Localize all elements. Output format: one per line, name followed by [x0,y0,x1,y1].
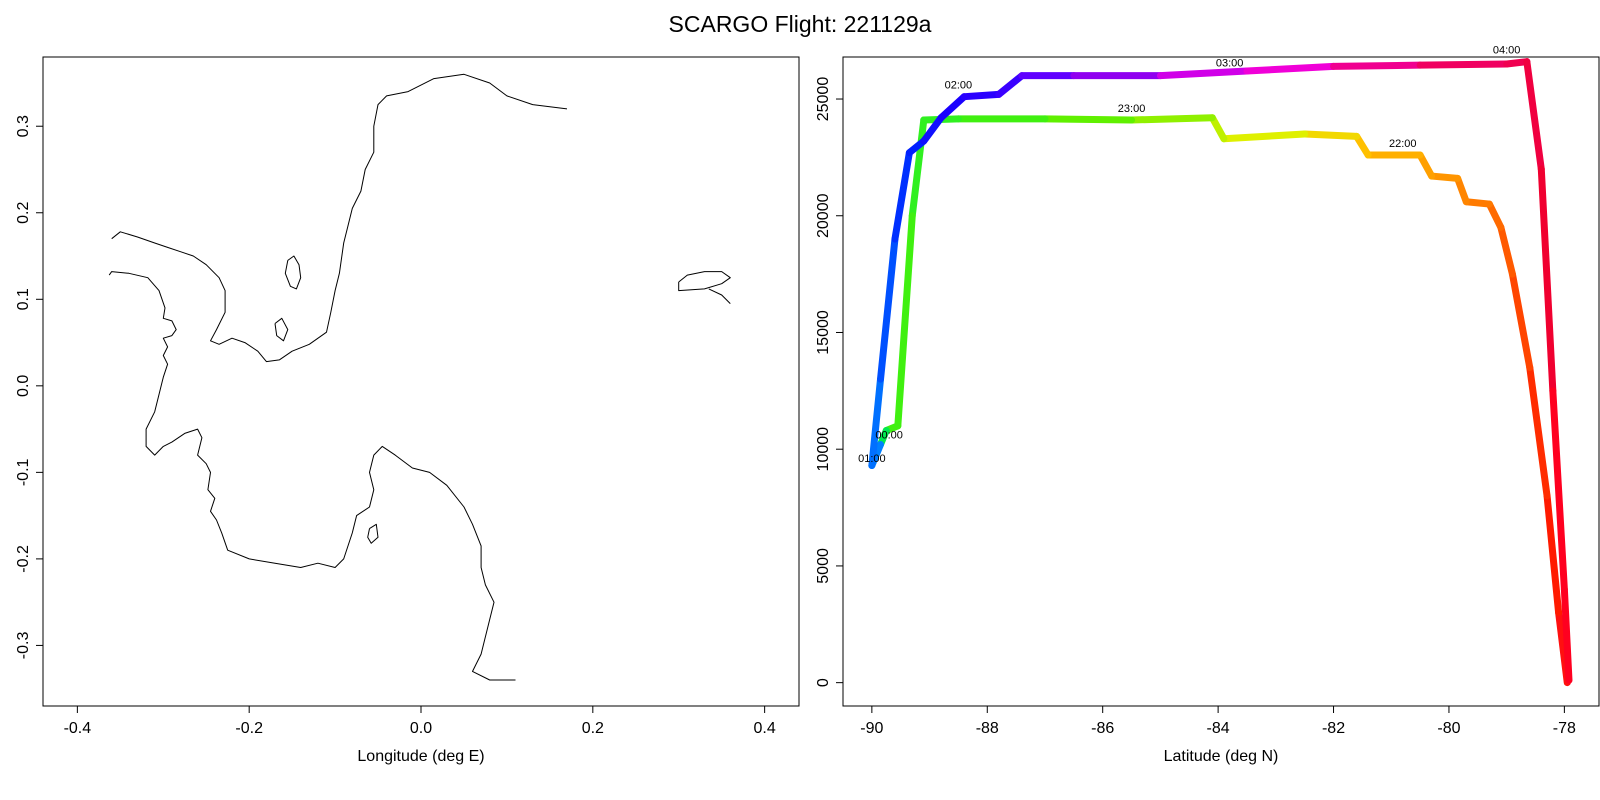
track-segment [894,212,916,430]
track-segment [1330,61,1424,70]
time-label: 00:00 [875,430,903,442]
altitude-y-tick-label: 10000 [815,427,832,472]
map-x-tick-label: 0.0 [410,720,432,737]
track-segment [960,90,1003,101]
track-segment [1041,115,1136,124]
track-segment [920,114,945,145]
map-plot-frame [42,56,800,707]
track-segment [1428,172,1462,182]
altitude-y-tick-label: 25000 [815,77,832,122]
altitude-x-tick-label: -78 [1553,720,1576,737]
map-coastlines [108,73,731,681]
track-segment [868,375,885,470]
map-x-tick-label: -0.4 [64,720,92,737]
altitude-axes: -90 -88 -86 -84 -82 -80 -78 0 5000 10000 15000 2000… [815,77,1576,737]
track-segment [891,149,913,243]
track-segment [1549,387,1568,593]
map-panel: -0.4 -0.2 0.0 0.2 0.4 -0.3 -0.2 -0.1 0.0 0.1 0.2 0.… [15,56,800,765]
map-x-axis-label: Longitude (deg E) [357,748,484,765]
time-label: 01:00 [858,453,886,465]
track-segment [1156,67,1251,80]
coastline [367,523,379,544]
map-y-tick-label: 0.3 [15,115,32,137]
track-segment [1526,363,1551,500]
map-y-tick-label: -0.2 [15,545,32,573]
track-segment [908,116,928,220]
track-segment [995,72,1026,98]
time-annotations: 22:00 23:00 00:00 01:00 02:00 03:00 04:00 [858,44,1520,465]
track-segment [1497,223,1516,278]
altitude-y-tick-label: 15000 [815,310,832,355]
track-segment [1462,198,1493,208]
time-label: 22:00 [1389,138,1417,150]
track-segment [1243,62,1338,75]
altitude-x-tick-label: -86 [1091,720,1114,737]
map-y-tick-label: 0.1 [15,288,32,310]
track-segment [1485,200,1505,231]
coastline [274,317,289,342]
time-label: 03:00 [1216,57,1244,69]
map-x-tick-label: 0.2 [582,720,604,737]
figure-title: SCARGO Flight: 221129a [669,11,932,37]
altitude-track [868,58,1573,687]
coastline [108,271,516,681]
track-segment [1523,58,1545,173]
altitude-x-tick-label: -84 [1207,720,1230,737]
track-segment [1537,165,1557,395]
time-label: 23:00 [1118,103,1146,115]
track-segment [1416,151,1436,180]
coastline [708,288,731,304]
altitude-x-tick-label: -80 [1437,720,1460,737]
track-segment [1353,132,1372,159]
track-segment [877,235,899,383]
track-segment [1508,270,1534,371]
altitude-x-axis-label: Latitude (deg N) [1164,748,1279,765]
track-segment [1416,60,1511,69]
altitude-x-tick-label: -88 [976,720,999,737]
altitude-y-tick-label: 0 [815,678,832,687]
map-x-tick-label: -0.2 [235,720,263,737]
altitude-y-tick-label: 5000 [815,548,832,584]
track-segment [1543,492,1563,617]
map-y-tick-label: -0.3 [15,632,32,660]
map-x-tick-label: 0.4 [754,720,776,737]
track-segment [937,93,968,122]
track-segment [1454,174,1470,206]
track-segment [1220,130,1309,143]
altitude-plot-frame [842,56,1600,707]
track-segment [1560,585,1573,684]
map-axes: -0.4 -0.2 0.0 0.2 0.4 -0.3 -0.2 -0.1 0.0 0.1 0.2 0.… [15,115,776,737]
coastline [284,255,302,290]
coastline [678,271,731,292]
coastline [111,73,568,363]
track-segment [1128,114,1216,124]
map-y-tick-label: -0.1 [15,458,32,486]
time-label: 04:00 [1493,44,1521,56]
altitude-x-tick-label: -90 [860,720,883,737]
map-y-tick-label: 0.2 [15,202,32,224]
altitude-y-tick-label: 20000 [815,193,832,238]
time-label: 02:00 [945,80,973,92]
map-y-tick-label: 0.0 [15,375,32,397]
track-segment [1208,114,1228,143]
altitude-x-tick-label: -82 [1322,720,1345,737]
track-segment [1301,130,1361,140]
